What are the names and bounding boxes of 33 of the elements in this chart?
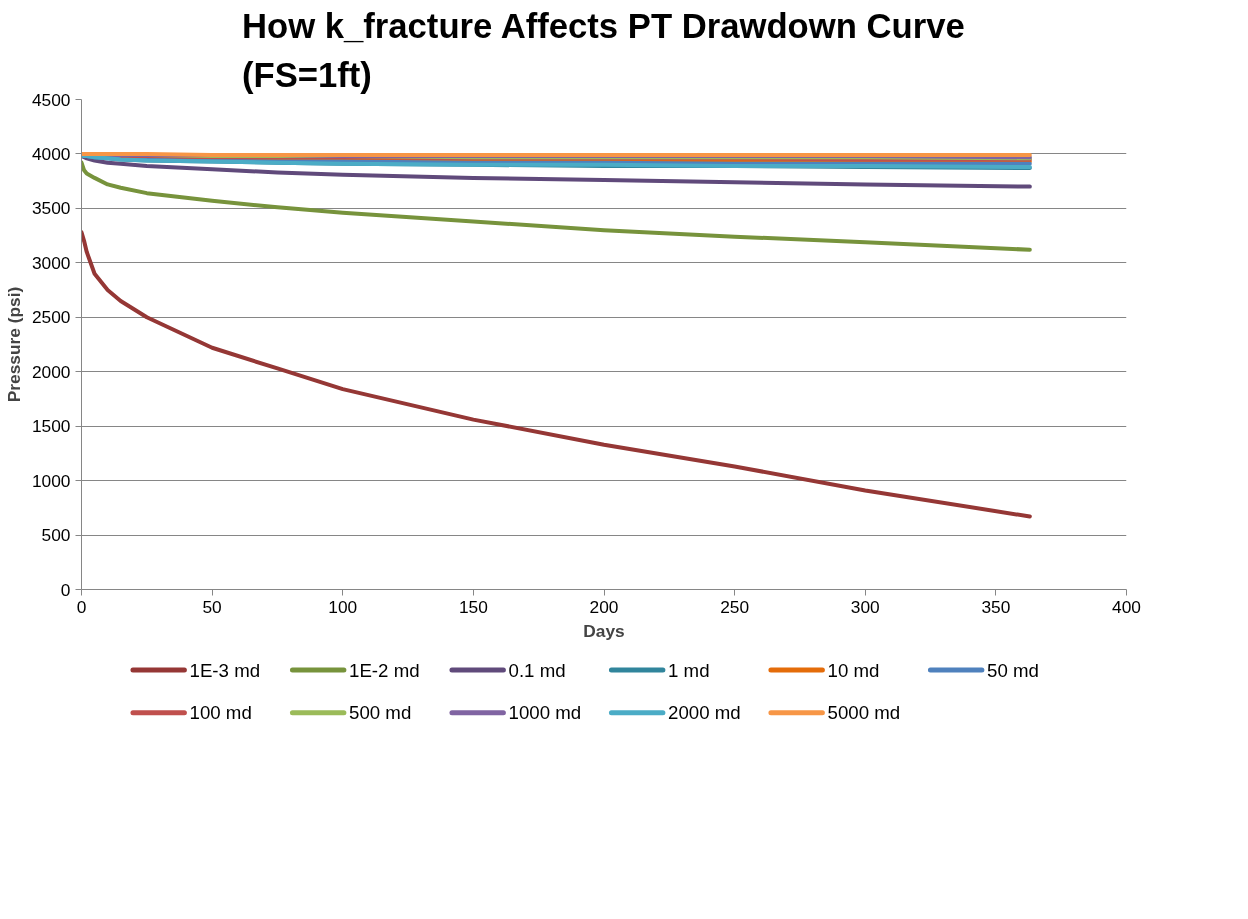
y-tick-label: 2500 bbox=[31, 307, 71, 328]
x-tick-label: 300 bbox=[850, 596, 880, 617]
legend-label: 5000 md bbox=[827, 702, 901, 724]
legend-label: 0.1 md bbox=[508, 659, 566, 681]
legend-label: 50 md bbox=[987, 659, 1039, 681]
y-tick-label: 2000 bbox=[31, 361, 71, 382]
x-tick-label: 400 bbox=[1112, 596, 1141, 617]
y-tick-label: 1500 bbox=[31, 416, 71, 437]
y-tick-label: 4500 bbox=[31, 89, 71, 110]
y-tick-label: 1000 bbox=[31, 470, 71, 491]
x-axis-title: Days bbox=[583, 620, 625, 641]
legend-label: 1E-3 md bbox=[189, 659, 261, 681]
x-tick-label: 150 bbox=[458, 596, 488, 617]
y-tick-label: 3000 bbox=[31, 252, 71, 273]
y-axis-title: Pressure (psi) bbox=[3, 286, 24, 403]
x-tick-label: 250 bbox=[720, 596, 750, 617]
x-tick-label: 50 bbox=[202, 596, 222, 617]
x-tick-label: 100 bbox=[328, 596, 358, 617]
legend-label: 1000 md bbox=[508, 702, 582, 724]
y-tick-label: 0 bbox=[60, 579, 71, 600]
y-tick-label: 500 bbox=[41, 525, 71, 546]
chart-title: How k_fracture Affects PT Drawdown Curve (FS=1ft) bbox=[241, 7, 965, 95]
y-tick-label: 3500 bbox=[31, 198, 71, 219]
y-tick-label: 4000 bbox=[31, 143, 71, 164]
x-tick-label: 0 bbox=[76, 596, 87, 617]
legend-label: 10 md bbox=[827, 659, 880, 681]
x-tick-label: 350 bbox=[981, 596, 1011, 617]
legend-label: 1 md bbox=[668, 659, 710, 681]
legend-label: 100 md bbox=[189, 702, 252, 724]
x-tick-label: 200 bbox=[589, 596, 619, 617]
legend-label: 500 md bbox=[349, 702, 412, 724]
legend-label: 2000 md bbox=[668, 702, 741, 724]
legend-label: 1E-2 md bbox=[349, 659, 420, 681]
